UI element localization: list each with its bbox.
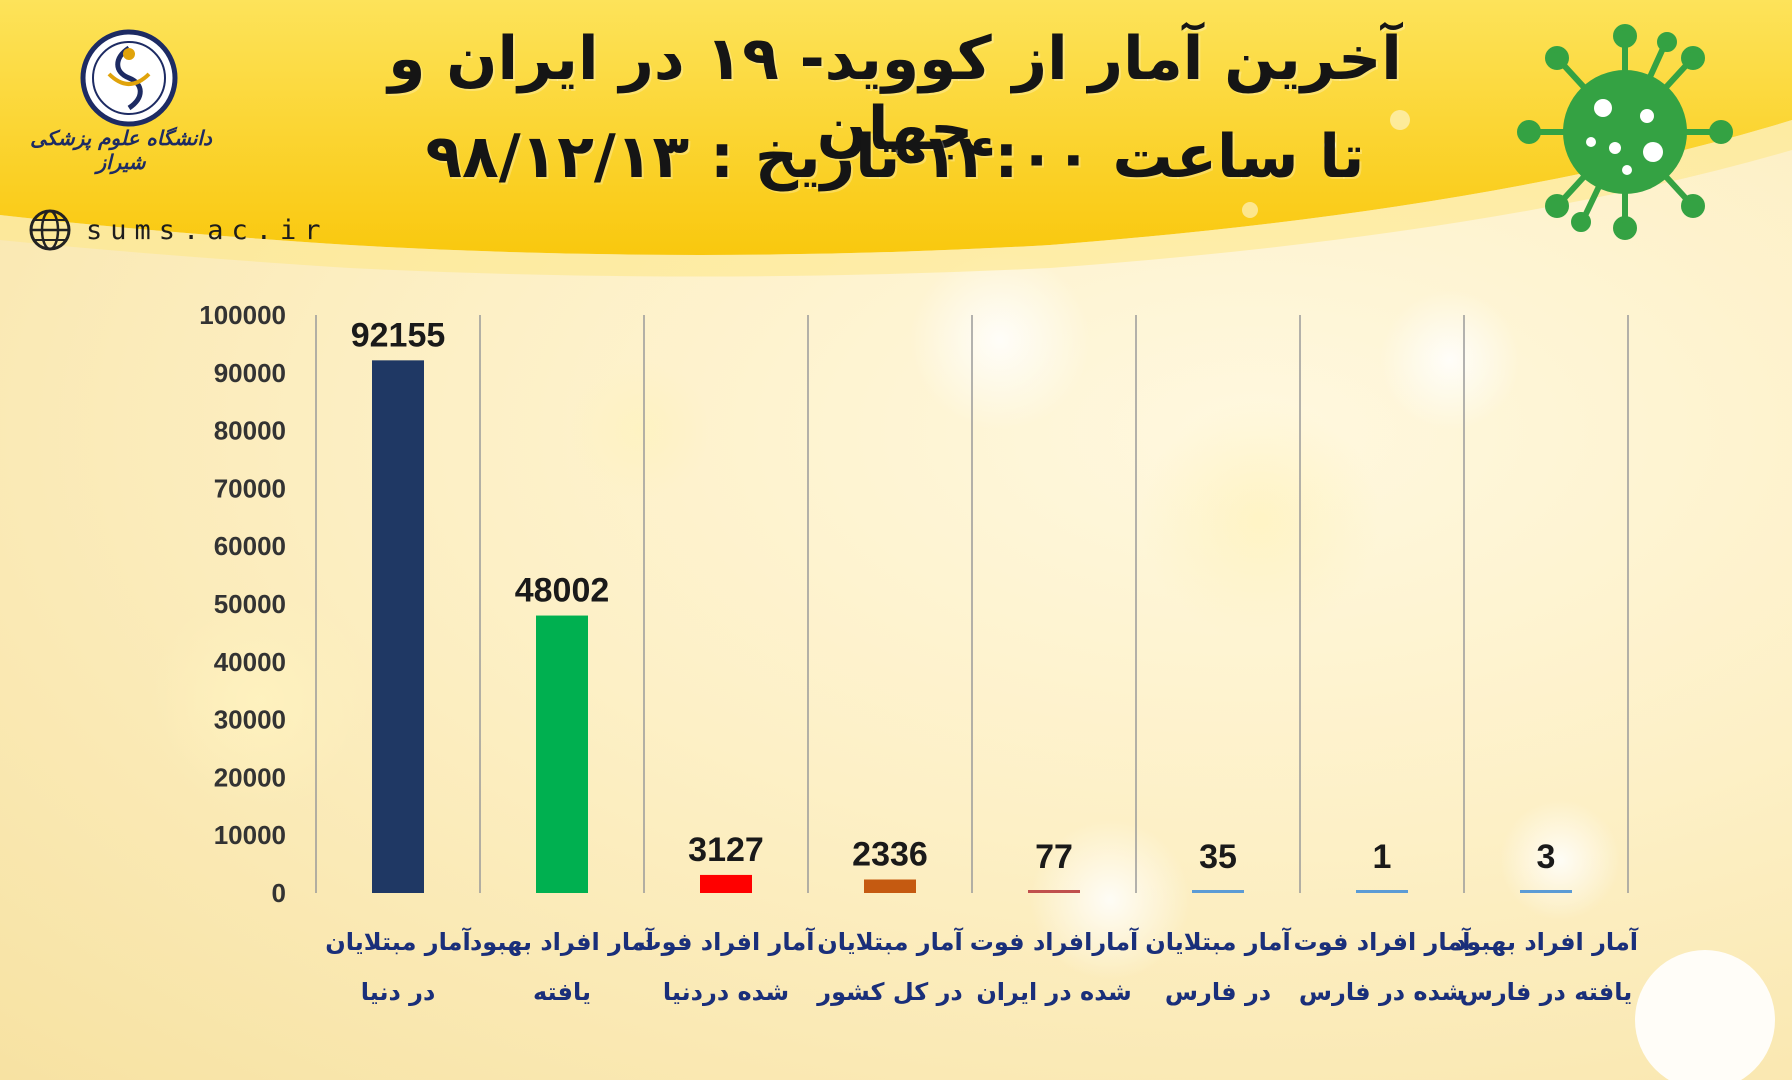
category-label: شده دردنیا <box>663 978 789 1006</box>
y-tick-label: 70000 <box>214 473 286 503</box>
category-label: در دنیا <box>361 978 436 1006</box>
category-label: آمار افراد بهبود <box>470 927 655 956</box>
bar <box>1520 890 1572 893</box>
y-tick-label: 30000 <box>214 705 286 735</box>
bar <box>700 874 752 893</box>
y-tick-label: 0 <box>272 878 286 908</box>
globe-icon <box>29 209 71 251</box>
bar <box>1356 890 1408 893</box>
bar <box>536 615 588 893</box>
category-label: در کل کشور <box>816 978 962 1006</box>
category-label: یافته <box>533 978 591 1006</box>
category-labels: آمار مبتلایان در دنیا آمار افراد بهبود یافت… <box>325 927 1639 1006</box>
page-title: آخرین آمار از کووید- ۱۹ در ایران و جهان <box>388 24 1402 164</box>
category-label: شده در ایران <box>976 978 1131 1006</box>
category-label: آمار افراد بهبود <box>1454 927 1639 956</box>
data-label: 35 <box>1199 838 1237 876</box>
header-banner <box>0 0 1792 277</box>
data-label: 48002 <box>515 572 610 610</box>
y-tick-label: 90000 <box>214 358 286 388</box>
data-label: 3127 <box>688 831 764 869</box>
virus-icon <box>1517 24 1733 240</box>
category-label: آمار افراد فوت <box>1294 927 1472 956</box>
data-label: 1 <box>1373 838 1392 876</box>
page-subtitle-datetime: تا ساعت ۱۴:۰۰ تاریخ : ۹۸/۱۲/۱۳ <box>425 122 1365 192</box>
y-tick-label: 10000 <box>214 820 286 850</box>
category-label: در فارس <box>1165 978 1271 1006</box>
y-tick-label: 60000 <box>214 531 286 561</box>
data-label: 2336 <box>852 835 928 873</box>
y-tick-label: 20000 <box>214 762 286 792</box>
category-label: شده در فارس <box>1299 978 1465 1006</box>
category-separators <box>315 315 1629 893</box>
university-name: دانشگاه علوم پزشکی شیراز <box>30 126 212 174</box>
category-label: آمار مبتلایان <box>817 927 963 956</box>
category-label: آمارافراد فوت <box>970 927 1139 956</box>
bars <box>372 360 1572 893</box>
y-tick-label: 80000 <box>214 416 286 446</box>
bar <box>372 360 424 893</box>
category-label: آمار مبتلایان <box>1145 927 1291 956</box>
bar <box>864 879 916 893</box>
category-label: یافته در فارس <box>1460 978 1633 1006</box>
category-label: آمار مبتلایان <box>325 927 471 956</box>
y-tick-label: 100000 <box>199 300 286 330</box>
y-axis: 0 10000 20000 30000 40000 50000 60000 70000 8000… <box>199 300 286 908</box>
bar <box>1192 890 1244 893</box>
data-label: 3 <box>1537 838 1556 876</box>
data-label: 92155 <box>351 316 446 354</box>
website-url: sums.ac.ir <box>86 214 329 246</box>
bar <box>1028 890 1080 893</box>
y-tick-label: 50000 <box>214 589 286 619</box>
y-tick-label: 40000 <box>214 647 286 677</box>
category-label: آمار افراد فوت <box>638 927 816 956</box>
website-link[interactable]: sums.ac.ir <box>28 208 329 252</box>
university-logo <box>80 29 178 127</box>
data-labels: 92155 48002 3127 2336 77 35 1 3 <box>351 316 1556 876</box>
data-label: 77 <box>1035 838 1073 876</box>
